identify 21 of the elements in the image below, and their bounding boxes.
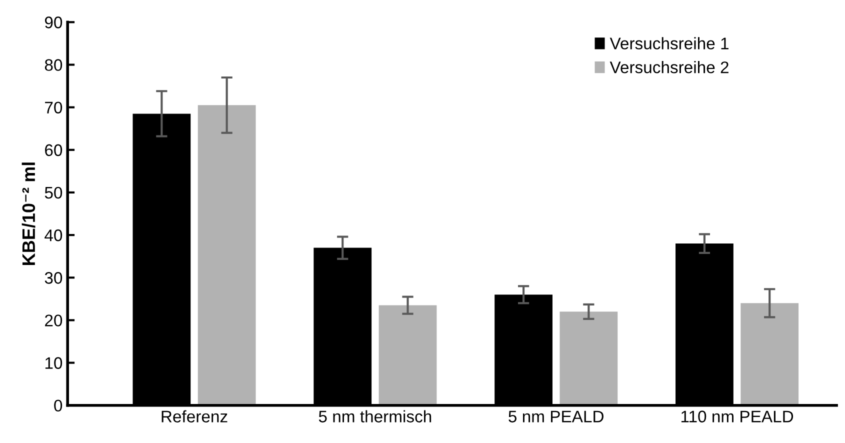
bar <box>378 305 437 406</box>
y-tick-label: 70 <box>45 102 62 114</box>
y-tick-label: 20 <box>45 314 62 326</box>
x-tick-label: Referenz <box>162 410 228 422</box>
bar <box>198 105 256 406</box>
bar <box>740 303 799 406</box>
y-tick-label: 0 <box>54 400 62 412</box>
y-tick-label: 10 <box>45 357 62 369</box>
y-axis-title: KBE/10⁻² ml <box>22 162 36 265</box>
legend-label: Versuchsreihe 1 <box>610 37 728 50</box>
y-tick-label: 80 <box>44 59 62 71</box>
y-tick-label: 90 <box>44 16 62 28</box>
x-tick-label: 5 nm thermisch <box>318 410 432 422</box>
y-tick-label: 60 <box>45 144 62 156</box>
x-tick-label: 110 nm PEALD <box>681 410 794 422</box>
y-tick-label: 40 <box>44 229 62 242</box>
y-tick-label: 30 <box>44 272 62 284</box>
legend-label: Versuchsreihe 2 <box>610 61 728 74</box>
bar <box>560 312 618 406</box>
x-tick-label: 5 nm PEALD <box>508 410 604 422</box>
y-tick-label: 50 <box>44 186 62 199</box>
